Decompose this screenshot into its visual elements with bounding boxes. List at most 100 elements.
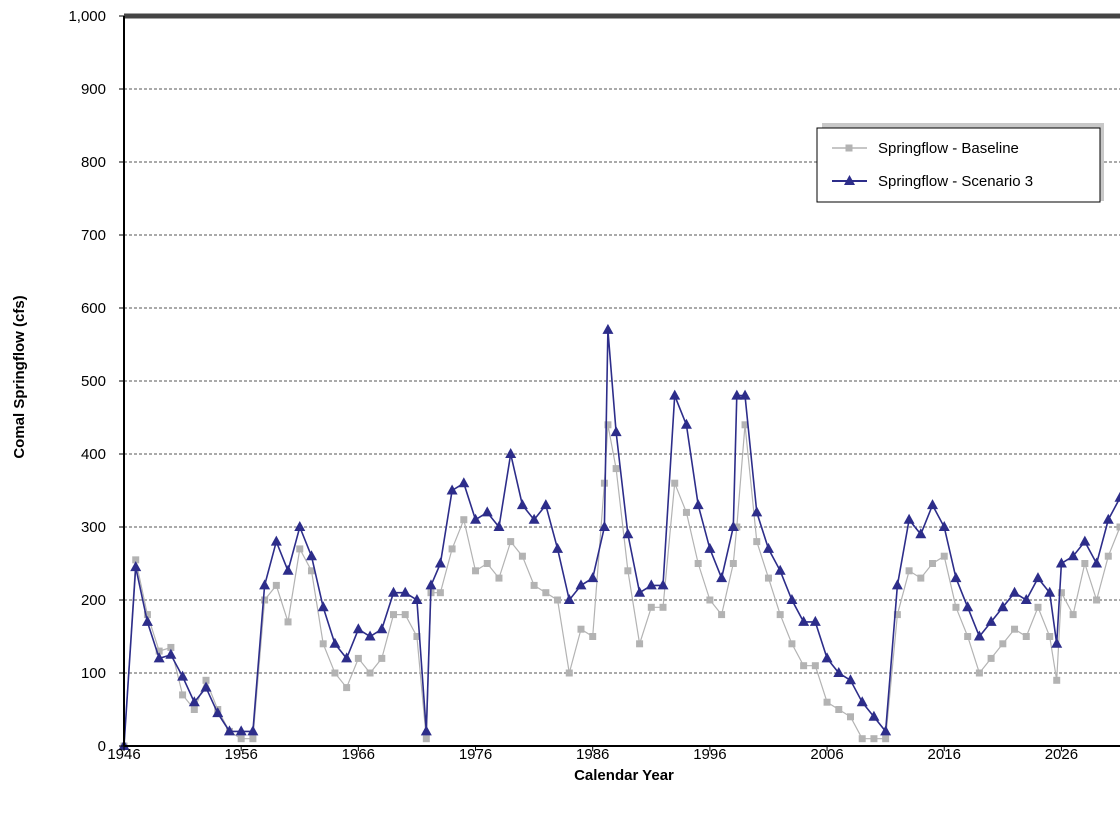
baseline-point (718, 611, 725, 618)
scenario-point (786, 594, 797, 604)
baseline-point (390, 611, 397, 618)
scenario-point (353, 623, 364, 633)
scenario-point (740, 390, 751, 400)
y-axis-title: Comal Springflow (cfs) (11, 295, 28, 458)
baseline-point (695, 560, 702, 567)
y-tick-label: 600 (81, 300, 106, 317)
baseline-point (812, 662, 819, 669)
baseline-point (964, 633, 971, 640)
scenario-point (681, 419, 692, 429)
scenario-point (962, 601, 973, 611)
scenario-point (426, 579, 437, 589)
scenario-point (435, 558, 446, 568)
scenario-point (165, 649, 176, 659)
x-tick-label: 1986 (576, 746, 609, 763)
y-tick-label: 500 (81, 373, 106, 390)
scenario-point (376, 623, 387, 633)
baseline-point (859, 735, 866, 742)
baseline-point (788, 640, 795, 647)
tick-labels: 01002003004005006007008009001,0001946 195… (68, 8, 1078, 763)
scenario-point (822, 652, 833, 662)
baseline-point (179, 691, 186, 698)
scenario-point (540, 499, 551, 509)
baseline-point (671, 480, 678, 487)
scenario-point (142, 616, 153, 626)
scenario-point (400, 587, 411, 597)
scenario-point (470, 514, 481, 524)
baseline-point (249, 735, 256, 742)
scenario-point (1021, 594, 1032, 604)
baseline-point (1046, 633, 1053, 640)
scenario-point (857, 696, 868, 706)
scenario-point (1009, 587, 1020, 597)
scenario-point (271, 536, 282, 546)
scenario-point (658, 579, 669, 589)
baseline-point (660, 604, 667, 611)
baseline-point (1053, 677, 1060, 684)
baseline-point (437, 589, 444, 596)
baseline-point (624, 567, 631, 574)
y-tick-label: 300 (81, 519, 106, 536)
baseline-point (1105, 553, 1112, 560)
scenario-point (669, 390, 680, 400)
y-tick-label: 100 (81, 665, 106, 682)
baseline-point (976, 670, 983, 677)
baseline-point (636, 640, 643, 647)
scenario-point (388, 587, 399, 597)
baseline-point (191, 706, 198, 713)
baseline-point (835, 706, 842, 713)
y-tick-label: 200 (81, 592, 106, 609)
baseline-point (449, 545, 456, 552)
baseline-point (320, 640, 327, 647)
scenario-point (1091, 558, 1102, 568)
baseline-point (367, 670, 374, 677)
scenario-point (950, 572, 961, 582)
baseline-point (343, 684, 350, 691)
baseline-point (765, 575, 772, 582)
scenario-point (283, 565, 294, 575)
x-tick-label: 1946 (107, 746, 140, 763)
scenario-point (329, 638, 340, 648)
baseline-point (906, 567, 913, 574)
scenario-point (365, 631, 376, 641)
scenario-point (482, 506, 493, 516)
scenario-point (505, 448, 516, 458)
scenario-point (318, 601, 329, 611)
baseline-point (238, 735, 245, 742)
baseline-point (566, 670, 573, 677)
baseline-point (730, 560, 737, 567)
x-tick-label: 1996 (693, 746, 726, 763)
baseline-point (495, 575, 502, 582)
baseline-point (472, 567, 479, 574)
baseline-point (484, 560, 491, 567)
baseline-point (273, 582, 280, 589)
baseline-point (706, 597, 713, 604)
scenario-point (634, 587, 645, 597)
baseline-point (613, 465, 620, 472)
series-scenario-3 (119, 324, 1120, 750)
scenario-point (927, 499, 938, 509)
legend-baseline-label: Springflow - Baseline (878, 140, 1019, 157)
y-tick-label: 900 (81, 81, 106, 98)
scenario-point (646, 579, 657, 589)
scenario-point (611, 426, 622, 436)
scenario-point (411, 594, 422, 604)
scenario-point (716, 572, 727, 582)
baseline-point (1023, 633, 1030, 640)
baseline-point (542, 589, 549, 596)
baseline-point (331, 670, 338, 677)
baseline-point (999, 640, 1006, 647)
x-axis-title: Calendar Year (574, 767, 674, 784)
baseline-point (355, 655, 362, 662)
x-tick-label: 1976 (459, 746, 492, 763)
baseline-point (917, 575, 924, 582)
baseline-point (1093, 597, 1100, 604)
legend-scenario-label: Springflow - Scenario 3 (878, 173, 1033, 190)
baseline-point (1070, 611, 1077, 618)
baseline-point (1117, 524, 1120, 531)
baseline-point (929, 560, 936, 567)
baseline-point (285, 618, 292, 625)
series-line (124, 330, 1120, 746)
baseline-point (261, 597, 268, 604)
scenario-point (693, 499, 704, 509)
